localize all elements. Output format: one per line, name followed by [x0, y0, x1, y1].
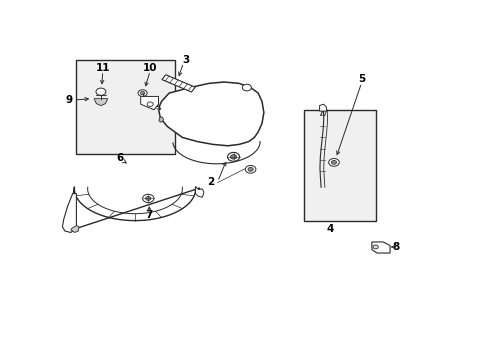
Text: 1: 1: [151, 99, 159, 109]
Text: 9: 9: [66, 95, 73, 105]
Circle shape: [138, 90, 147, 96]
Text: 4: 4: [326, 224, 333, 234]
Circle shape: [247, 167, 253, 171]
Text: 6: 6: [116, 153, 123, 163]
Circle shape: [242, 84, 251, 91]
Text: 8: 8: [392, 242, 399, 252]
Text: 3: 3: [182, 55, 189, 65]
Circle shape: [142, 194, 154, 203]
Circle shape: [227, 152, 239, 161]
Polygon shape: [94, 99, 107, 105]
Polygon shape: [141, 96, 158, 110]
Text: 5: 5: [357, 74, 365, 84]
Bar: [76, 60, 175, 154]
Circle shape: [147, 102, 153, 107]
Circle shape: [245, 166, 255, 173]
Circle shape: [372, 245, 378, 249]
Text: 2: 2: [207, 177, 214, 187]
Polygon shape: [195, 187, 203, 197]
Circle shape: [331, 161, 336, 164]
Circle shape: [328, 158, 339, 166]
Bar: [303, 110, 375, 221]
Polygon shape: [371, 242, 389, 253]
Text: 11: 11: [95, 63, 110, 73]
Polygon shape: [159, 82, 264, 146]
Polygon shape: [319, 104, 326, 111]
Circle shape: [140, 91, 144, 95]
Polygon shape: [162, 75, 195, 92]
Polygon shape: [66, 187, 201, 230]
Circle shape: [230, 155, 236, 159]
Text: 7: 7: [145, 210, 153, 220]
Circle shape: [145, 197, 151, 201]
Polygon shape: [62, 194, 76, 233]
Text: 10: 10: [142, 63, 157, 73]
Circle shape: [96, 88, 105, 95]
Polygon shape: [159, 117, 163, 122]
Polygon shape: [71, 225, 79, 233]
